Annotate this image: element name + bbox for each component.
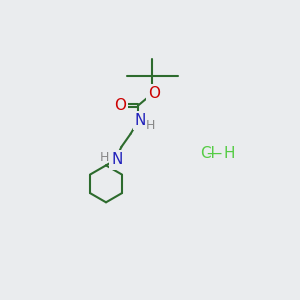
Text: H: H [145,119,155,132]
Text: O: O [114,98,126,113]
Text: H: H [223,146,235,160]
Text: H: H [100,151,109,164]
Text: O: O [148,86,160,101]
Text: N: N [135,113,146,128]
Text: Cl: Cl [200,146,215,160]
Text: N: N [111,152,122,167]
Text: —: — [206,146,221,160]
